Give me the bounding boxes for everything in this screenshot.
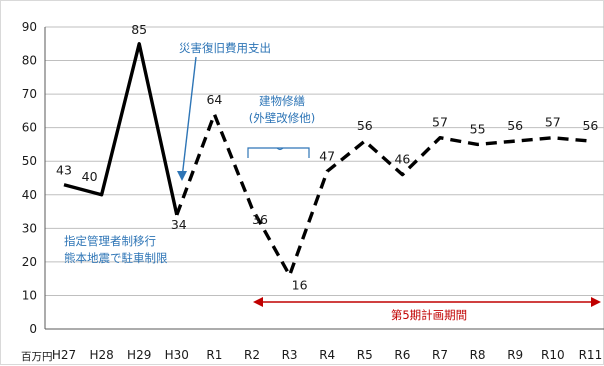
y-tick-label-80: 80 <box>22 54 37 68</box>
data-label-R9: 56 <box>507 118 523 133</box>
data-label-R6: 46 <box>394 152 410 167</box>
series-line-plan <box>175 112 591 278</box>
x-tick-label-R1: R1 <box>206 348 222 362</box>
x-tick-label-H28: H28 <box>89 348 113 362</box>
x-tick-label-H30: H30 <box>165 348 189 362</box>
y-tick-label-90: 90 <box>22 20 37 34</box>
data-label-R2: 36 <box>252 212 268 227</box>
annotation-repair-bracket <box>247 147 310 158</box>
data-label-R8: 55 <box>470 121 486 136</box>
annotation-management-line2: 熊本地震で駐車制限 <box>64 251 168 265</box>
y-tick-label-60: 60 <box>22 121 37 135</box>
data-label-R3: 16 <box>292 277 308 292</box>
x-tick-label-R9: R9 <box>507 348 523 362</box>
y-tick-label-40: 40 <box>22 188 37 202</box>
y-tick-label-70: 70 <box>22 87 37 101</box>
y-tick-label-10: 10 <box>22 288 37 302</box>
annotation-repair-line1: 建物修繕 <box>259 94 305 108</box>
annotation-repair-bracket-notch <box>276 147 284 151</box>
x-tick-label-R4: R4 <box>319 348 335 362</box>
x-tick-label-R7: R7 <box>432 348 448 362</box>
data-label-H29: 85 <box>131 22 147 37</box>
x-tick-label-H29: H29 <box>127 348 151 362</box>
plan-period-label: 第5期計画期間 <box>391 308 467 322</box>
data-label-R7: 57 <box>432 115 448 130</box>
x-tick-label-R5: R5 <box>357 348 373 362</box>
annotation-management-line1: 指定管理者制移行 <box>64 234 156 248</box>
x-tick-label-R6: R6 <box>394 348 410 362</box>
plan-period-arrowhead-right <box>591 297 601 307</box>
x-tick-label-R2: R2 <box>244 348 260 362</box>
y-tick-label-0: 0 <box>29 322 37 336</box>
data-label-H28: 40 <box>82 169 98 184</box>
data-label-R11: 56 <box>582 118 598 133</box>
y-tick-label-30: 30 <box>22 221 37 235</box>
x-tick-label-R11: R11 <box>579 348 603 362</box>
y-tick-label-20: 20 <box>22 255 37 269</box>
annotation-disaster-arrow <box>181 56 197 179</box>
x-tick-label-H27: H27 <box>52 348 76 362</box>
data-label-R1: 64 <box>206 92 222 107</box>
annotation-disaster-arrowhead <box>177 171 187 181</box>
plan-period-arrowhead-left <box>253 297 263 307</box>
x-tick-label-R8: R8 <box>470 348 486 362</box>
data-label-H30: 34 <box>171 217 187 232</box>
y-tick-label-50: 50 <box>22 154 37 168</box>
data-label-R10: 57 <box>545 115 561 130</box>
annotation-disaster-text: 災害復旧費用支出 <box>179 41 271 55</box>
y-unit-label: 百万円 <box>21 351 53 363</box>
x-tick-label-R10: R10 <box>541 348 565 362</box>
data-label-R4: 47 <box>319 148 335 163</box>
data-label-H27: 43 <box>56 163 72 178</box>
annotation-repair-line2: (外壁改修他) <box>249 111 315 125</box>
data-label-R5: 56 <box>357 118 373 133</box>
series-line-actual <box>63 42 179 216</box>
x-tick-label-R3: R3 <box>282 348 298 362</box>
